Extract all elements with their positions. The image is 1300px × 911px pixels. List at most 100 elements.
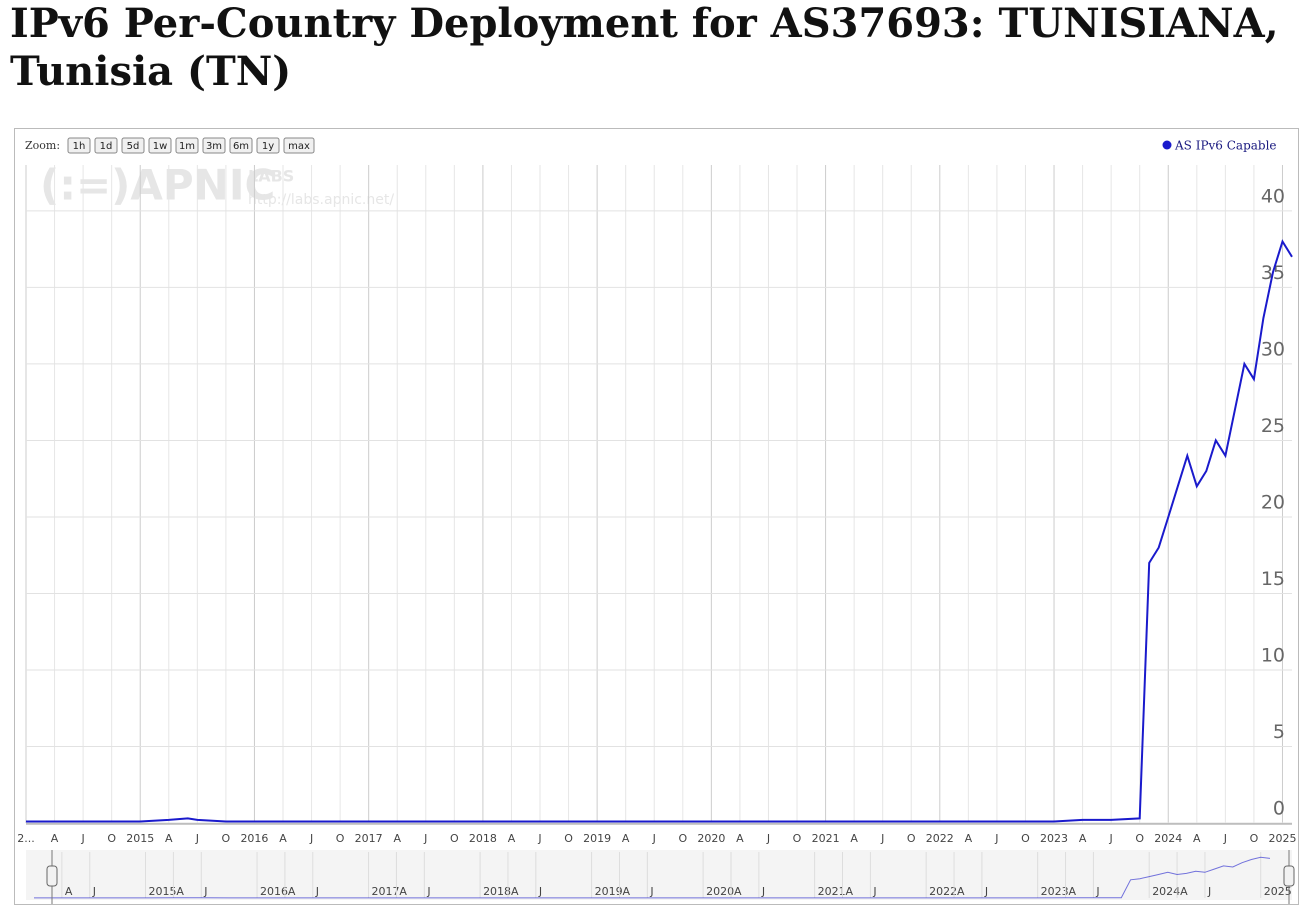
navigator-tick-label: J <box>984 885 988 898</box>
x-tick-label: 2024 <box>1154 832 1182 845</box>
navigator-tick-label: 2024 <box>1152 885 1180 898</box>
zoom-button[interactable] <box>121 137 145 154</box>
navigator-tick-label: 2017 <box>372 885 400 898</box>
navigator-tick-label: 2018 <box>483 885 511 898</box>
x-tick-label: A <box>1193 832 1201 845</box>
page-title: IPv6 Per-Country Deployment for AS37693:… <box>10 0 1279 95</box>
zoom-button-label[interactable]: 1y <box>262 141 274 152</box>
x-tick-label: O <box>222 832 231 845</box>
navigator-tick-label: A <box>399 885 407 898</box>
zoom-button-label[interactable]: max <box>288 141 310 152</box>
zoom-label: Zoom: <box>25 139 60 152</box>
navigator-tick-label: J <box>1207 885 1211 898</box>
x-tick-label: 2... <box>17 832 35 845</box>
x-tick-label: J <box>309 832 313 845</box>
x-tick-label: O <box>564 832 573 845</box>
x-tick-label: J <box>652 832 656 845</box>
navigator-tick-label: J <box>315 885 319 898</box>
navigator-tick-label: J <box>872 885 876 898</box>
y-tick-label: 20 <box>1261 491 1285 513</box>
x-tick-label: A <box>1079 832 1087 845</box>
zoom-button[interactable] <box>148 137 172 154</box>
y-tick-label: 5 <box>1273 721 1285 743</box>
navigator-handle[interactable] <box>46 865 58 887</box>
y-tick-label: 30 <box>1261 338 1285 360</box>
navigator-tick-label: A <box>1180 885 1188 898</box>
zoom-button-label[interactable]: 1d <box>100 141 113 152</box>
zoom-button[interactable] <box>67 137 91 154</box>
navigator-tick-label: 2015 <box>149 885 177 898</box>
x-tick-label: A <box>622 832 630 845</box>
x-tick-label: J <box>994 832 998 845</box>
x-tick-label: 2017 <box>355 832 383 845</box>
navigator-line <box>34 856 1271 899</box>
zoom-button-label[interactable]: 5d <box>127 141 140 152</box>
x-tick-label: O <box>793 832 802 845</box>
x-tick-label: A <box>508 832 516 845</box>
navigator-tick-label: J <box>426 885 430 898</box>
y-tick-label: 25 <box>1261 415 1285 437</box>
y-tick-label: 10 <box>1261 644 1285 666</box>
zoom-button-label[interactable]: 1w <box>153 141 168 152</box>
zoom-button-label[interactable]: 3m <box>206 141 222 152</box>
x-tick-label: J <box>1109 832 1113 845</box>
zoom-button-label[interactable]: 1h <box>73 141 86 152</box>
legend-marker <box>1162 140 1172 150</box>
x-tick-label: 2021 <box>812 832 840 845</box>
navigator-tick-label: A <box>622 885 630 898</box>
x-tick-label: 2019 <box>583 832 611 845</box>
navigator-tick-label: 2025 <box>1264 885 1292 898</box>
x-tick-label: J <box>766 832 770 845</box>
x-tick-label: O <box>450 832 459 845</box>
navigator-tick-label: A <box>846 885 854 898</box>
x-tick-label: J <box>195 832 199 845</box>
series-line <box>26 239 1293 823</box>
x-tick-label: 2022 <box>926 832 954 845</box>
x-tick-label: O <box>107 832 116 845</box>
y-tick-label: 0 <box>1273 798 1285 820</box>
x-tick-label: J <box>423 832 427 845</box>
navigator-tick-label: A <box>957 885 965 898</box>
zoom-button-label[interactable]: 6m <box>233 141 249 152</box>
zoom-button[interactable] <box>94 137 118 154</box>
x-tick-label: 2025 <box>1268 832 1296 845</box>
navigator-tick-label: A <box>511 885 519 898</box>
navigator-tick-label: J <box>203 885 207 898</box>
zoom-button-label[interactable]: 1m <box>179 141 195 152</box>
navigator-tick-label: 2023 <box>1041 885 1069 898</box>
navigator-tick-label: A <box>288 885 296 898</box>
zoom-button[interactable] <box>256 137 280 154</box>
navigator-handle[interactable] <box>1283 865 1295 887</box>
watermark-url: http://labs.apnic.net/ <box>248 192 394 208</box>
legend-label: AS IPv6 Capable <box>1174 139 1277 153</box>
zoom-button[interactable] <box>175 137 199 154</box>
x-tick-label: O <box>336 832 345 845</box>
navigator-tick-label: 2019 <box>595 885 623 898</box>
navigator-tick-label: A <box>65 885 73 898</box>
navigator-tick-label: 2021 <box>818 885 846 898</box>
x-tick-label: A <box>393 832 401 845</box>
navigator-tick-label: J <box>761 885 765 898</box>
x-tick-label: A <box>165 832 173 845</box>
x-tick-label: J <box>537 832 541 845</box>
x-tick-label: A <box>965 832 973 845</box>
navigator-tick-label: J <box>538 885 542 898</box>
navigator-tick-label: A <box>1069 885 1077 898</box>
navigator-tick-label: J <box>92 885 96 898</box>
navigator-tick-label: 2022 <box>929 885 957 898</box>
x-tick-label: 2015 <box>126 832 154 845</box>
x-tick-label: O <box>1135 832 1144 845</box>
x-tick-label: O <box>907 832 916 845</box>
navigator-tick-label: 2016 <box>260 885 288 898</box>
watermark-logo: (:=)APNIC <box>40 161 275 210</box>
navigator-tick-label: A <box>734 885 742 898</box>
zoom-button[interactable] <box>202 137 226 154</box>
navigator-tick-label: J <box>649 885 653 898</box>
x-tick-label: J <box>880 832 884 845</box>
x-tick-label: O <box>678 832 687 845</box>
y-tick-label: 15 <box>1261 568 1285 590</box>
x-tick-label: A <box>51 832 59 845</box>
zoom-button[interactable] <box>283 137 315 154</box>
zoom-button[interactable] <box>229 137 253 154</box>
